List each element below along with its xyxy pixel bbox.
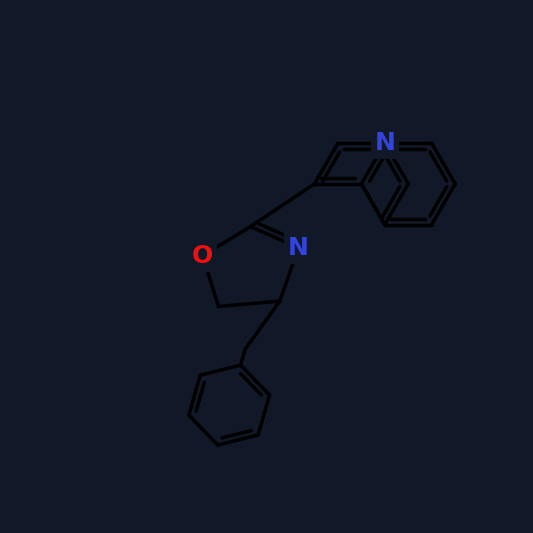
Text: O: O — [192, 244, 213, 268]
Text: N: N — [288, 236, 309, 260]
Text: N: N — [374, 131, 395, 155]
